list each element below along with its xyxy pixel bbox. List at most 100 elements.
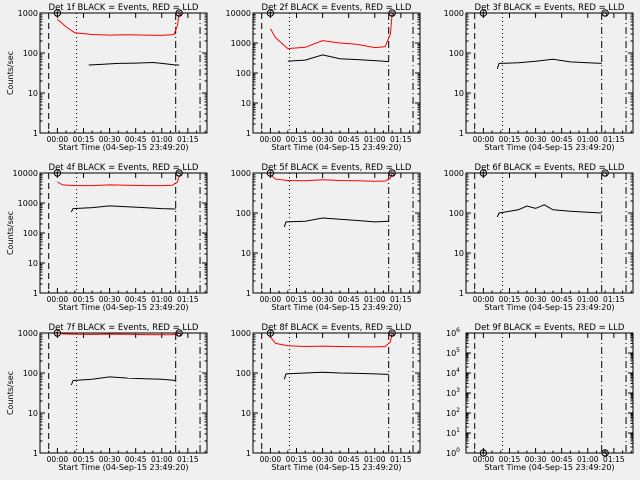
panel-det-1f: Det 1f BLACK = Events, RED = LLD 1 10 100 10… <box>6 3 208 152</box>
panel-det-9f: Det 9f BLACK = Events, RED = LLD 100 101 10… <box>446 323 634 472</box>
x-tick-label: 00:30 <box>312 135 334 144</box>
y-tick-label: 1 <box>246 129 251 138</box>
y-tick-label: 100 <box>236 69 251 78</box>
x-tick-label: 00:30 <box>525 135 547 144</box>
x-tick-label: 00:45 <box>125 135 147 144</box>
marker-circle <box>266 329 275 337</box>
marker-label: f <box>482 10 485 18</box>
y-tick-label: 1 <box>33 449 38 458</box>
y-tick-label: 1 <box>459 289 464 298</box>
marker-circle <box>388 9 396 17</box>
panel-title: Det 1f BLACK = Events, RED = LLD <box>49 3 199 13</box>
marker-circle <box>175 9 183 17</box>
marker-label: f <box>269 330 272 338</box>
panel-title: Det 3f BLACK = Events, RED = LLD <box>475 3 625 13</box>
plot-frame <box>252 172 421 294</box>
x-axis-label: Start Time (04-Sep-15 23:49:20) <box>484 143 614 152</box>
x-tick-label: 00:45 <box>125 295 147 304</box>
y-axis-label: Counts/sec <box>6 51 15 95</box>
x-tick-label: 01:15 <box>603 455 625 464</box>
marker-circle <box>266 169 275 177</box>
panel-title: Det 7f BLACK = Events, RED = LLD <box>49 323 199 333</box>
marker-label: f <box>269 170 272 178</box>
series-lld-line <box>57 332 180 336</box>
x-tick-label: 00:00 <box>260 295 282 304</box>
x-tick-label: 00:00 <box>260 455 282 464</box>
y-tick-label: 1 <box>33 289 38 298</box>
x-tick-label: 00:30 <box>525 455 547 464</box>
x-tick-label: 00:45 <box>551 455 573 464</box>
x-tick-label: 01:15 <box>177 135 199 144</box>
y-tick-label: 10 <box>28 89 38 98</box>
panel-title: Det 5f BLACK = Events, RED = LLD <box>262 163 412 173</box>
marker-label: S <box>603 450 608 458</box>
y-tick-label: 10000 <box>226 9 251 18</box>
y-tick-label: 1000 <box>231 329 251 338</box>
y-tick-label: 1 <box>459 129 464 138</box>
y-tick-label: 10 <box>241 249 251 258</box>
plot-frame <box>39 332 208 454</box>
marker-label: f <box>56 170 59 178</box>
plot-frame <box>465 12 634 134</box>
panel-title: Det 9f BLACK = Events, RED = LLD <box>475 323 625 333</box>
x-tick-label: 00:15 <box>499 455 521 464</box>
y-axis-label: Counts/sec <box>6 371 15 415</box>
marker-label: f <box>56 10 59 18</box>
y-tick-label: 10 <box>28 259 38 268</box>
x-axis-label: Start Time (04-Sep-15 23:49:20) <box>58 303 188 312</box>
plot-frame <box>465 172 634 294</box>
marker-label: S <box>603 170 608 178</box>
panel-title: Det 8f BLACK = Events, RED = LLD <box>262 323 412 333</box>
x-tick-label: 00:00 <box>47 135 69 144</box>
x-tick-label: 00:00 <box>260 135 282 144</box>
panel-det-4f: Det 4f BLACK = Events, RED = LLD 1 10 100 10… <box>6 163 208 312</box>
y-tick-label: 1000 <box>18 9 38 18</box>
x-tick-label: 00:45 <box>125 455 147 464</box>
panel-det-6f: Det 6f BLACK = Events, RED = LLD 1 10 100 10… <box>444 163 634 312</box>
series-events-line <box>283 217 389 228</box>
marker-circle <box>388 169 396 177</box>
y-tick-label: 101 <box>446 427 460 438</box>
x-tick-label: 00:15 <box>73 135 95 144</box>
marker-circle <box>601 449 609 457</box>
marker-label: S <box>177 330 182 338</box>
marker-label: S <box>603 10 608 18</box>
y-tick-label: 1000 <box>231 39 251 48</box>
marker-circle <box>53 329 62 337</box>
series-lld-line <box>57 12 180 36</box>
y-tick-label: 1 <box>246 289 251 298</box>
y-tick-label: 10 <box>241 409 251 418</box>
marker-circle <box>175 329 183 337</box>
y-axis-label: Counts/sec <box>6 211 15 255</box>
x-tick-label: 01:00 <box>577 135 599 144</box>
x-tick-label: 00:30 <box>99 135 121 144</box>
marker-circle <box>601 9 609 17</box>
x-tick-label: 00:00 <box>47 455 69 464</box>
x-tick-label: 00:30 <box>99 455 121 464</box>
y-tick-label: 1 <box>246 449 251 458</box>
marker-circle <box>175 169 183 177</box>
x-tick-label: 01:15 <box>177 455 199 464</box>
series-lld-line <box>57 175 180 187</box>
panel-det-2f: Det 2f BLACK = Events, RED = LLD 1 10 100 10… <box>226 3 421 152</box>
x-tick-label: 00:15 <box>286 455 308 464</box>
series-events-line <box>496 58 602 70</box>
marker-label: S <box>390 170 395 178</box>
y-tick-label: 100 <box>449 209 464 218</box>
x-tick-label: 01:15 <box>390 135 412 144</box>
x-tick-label: 01:00 <box>364 135 386 144</box>
panel-title: Det 6f BLACK = Events, RED = LLD <box>475 163 625 173</box>
series-events-line <box>70 376 176 386</box>
y-tick-label: 1000 <box>231 169 251 178</box>
x-tick-label: 00:00 <box>473 295 495 304</box>
marker-circle <box>601 169 609 177</box>
y-tick-label: 104 <box>446 367 460 378</box>
x-tick-label: 01:00 <box>577 455 599 464</box>
y-tick-label: 100 <box>23 369 38 378</box>
panel-title: Det 4f BLACK = Events, RED = LLD <box>49 163 199 173</box>
series-events-line <box>88 61 180 66</box>
series-lld-line <box>269 12 393 50</box>
marker-circle <box>479 9 488 17</box>
x-tick-label: 00:15 <box>73 455 95 464</box>
